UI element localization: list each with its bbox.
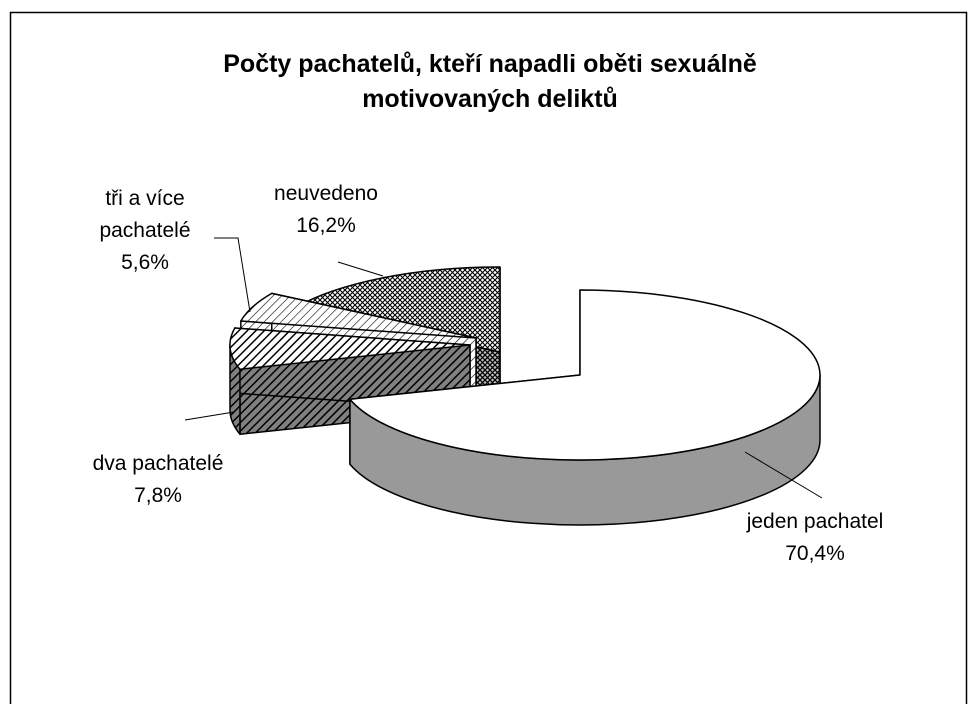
chart-title: Počty pachatelů, kteří napadli oběti sex…: [223, 50, 757, 113]
chart-frame: [9, 11, 968, 704]
slice-label: tři a více pachatelé: [99, 187, 190, 242]
slice-label: dva pachatelé: [93, 452, 224, 475]
slice: [229, 327, 471, 370]
slice: [240, 292, 477, 339]
leader-line: [214, 237, 251, 313]
slice: [349, 289, 821, 461]
slice-value-label: 16,2%: [296, 214, 356, 237]
leader-line: [337, 261, 384, 277]
slice-value-label: 7,8%: [134, 484, 182, 507]
slice-value-label: 5,6%: [121, 251, 169, 274]
slice-label: neuvedeno: [274, 182, 378, 205]
leader-line: [184, 411, 235, 421]
slice-label: jeden pachatel: [746, 510, 884, 533]
slice: [295, 266, 501, 353]
leader-line: [744, 451, 823, 499]
slice-value-label: 70,4%: [785, 542, 845, 565]
